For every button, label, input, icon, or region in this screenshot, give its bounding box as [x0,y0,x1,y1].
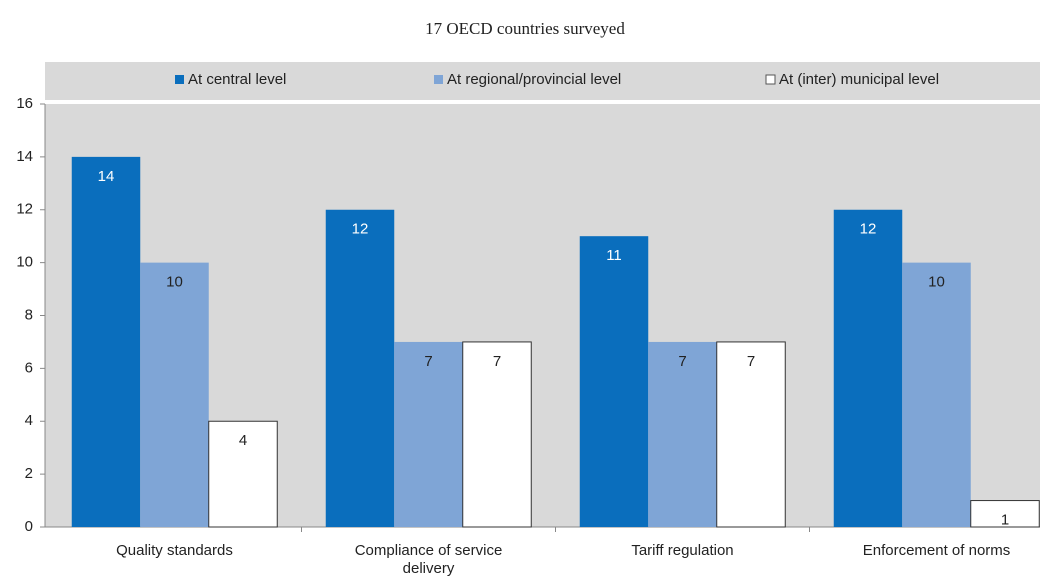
legend-swatch [175,75,184,84]
bar [579,236,649,527]
x-tick-label: Quality standards [116,542,233,559]
value-label: 7 [424,353,432,370]
value-label: 14 [98,168,115,185]
value-label: 12 [860,221,877,238]
y-tick-label: 12 [16,201,33,218]
y-tick-label: 0 [25,518,33,535]
value-label: 1 [1001,512,1009,529]
value-label: 11 [606,247,622,264]
value-label: 7 [678,353,686,370]
value-label: 7 [493,353,501,370]
value-label: 12 [352,221,369,238]
bar [462,341,532,528]
bar [648,341,717,527]
legend-background [45,62,1040,100]
value-label: 4 [239,432,247,449]
legend-swatch [765,74,776,85]
value-label: 10 [166,274,183,291]
bar [208,420,278,528]
x-tick-label: Enforcement of norms [863,542,1011,559]
y-tick-label: 16 [16,95,33,112]
y-tick-label: 6 [25,359,33,376]
legend-swatch [434,75,443,84]
x-tick-label: Compliance of service delivery [355,542,503,577]
y-tick-label: 14 [16,148,33,165]
bar [716,341,786,528]
chart-title: 17 OECD countries surveyed [425,19,625,38]
bar [394,341,463,527]
value-label: 10 [928,274,945,291]
y-tick-label: 4 [25,412,33,429]
bar [325,209,395,527]
legend-label: At central level [188,71,286,88]
y-tick-label: 2 [25,465,33,482]
x-tick-label: Tariff regulation [631,542,733,559]
y-tick-label: 10 [16,254,33,271]
value-label: 7 [747,353,755,370]
legend-label: At (inter) municipal level [779,71,939,88]
y-tick-label: 8 [25,306,33,323]
bar [970,500,1040,528]
bar [71,156,141,527]
bar [140,262,209,527]
legend-label: At regional/provincial level [447,71,621,88]
bar [833,209,903,527]
bar [902,262,971,527]
